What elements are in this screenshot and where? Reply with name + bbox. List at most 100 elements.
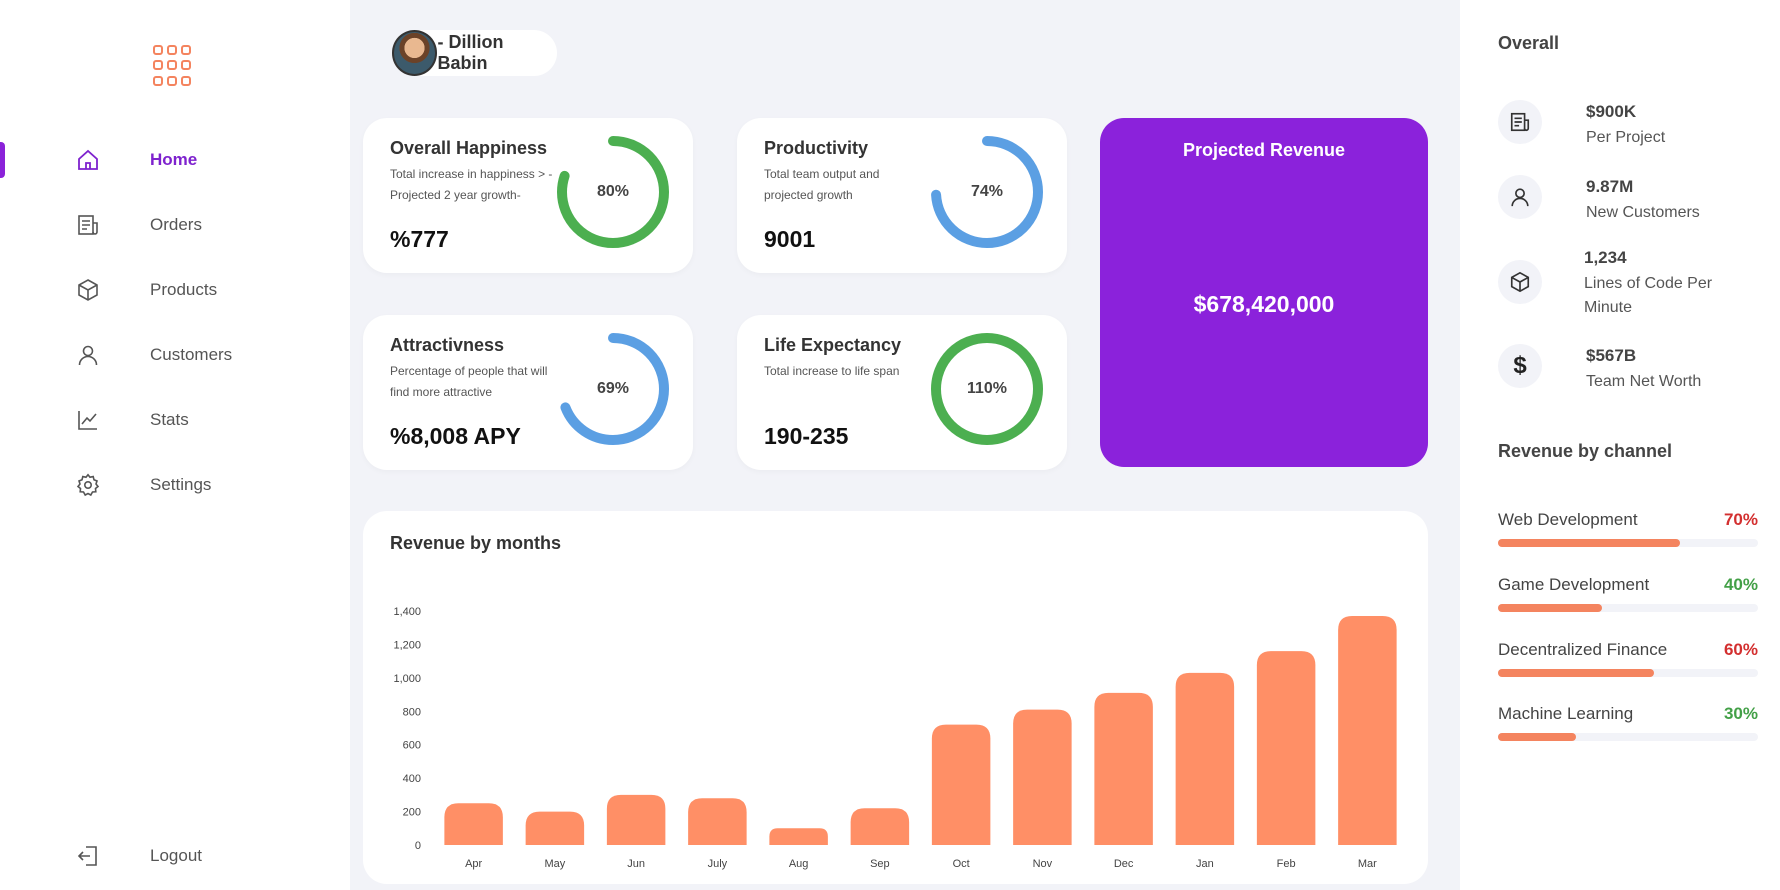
channel-progress-track [1498,669,1758,677]
sidebar-item-label: Customers [150,345,233,364]
channel-name: Game Development [1498,575,1650,594]
gear-icon [75,472,101,498]
stat-lines-of-code: 1,234 Lines of Code Per Minute [1498,248,1768,320]
revenue-bar-chart: 0 200 400 600 800 1,000 1,200 1,400 Apr May Jun Jul… [393,606,1397,870]
progress-ring: 74% [929,134,1045,250]
channel-percent: 40% [1723,575,1758,594]
channel-percent: 30% [1723,704,1758,723]
ring-percent-label: 74% [970,183,1004,200]
card-description: Total team output and projected growth [764,167,880,202]
x-tick-label: Apr [465,858,482,870]
app-grid-logo[interactable] [153,45,195,87]
bar-nov[interactable] [1013,709,1072,845]
receipt-icon [1498,100,1542,144]
card-value: %777 [390,226,449,252]
logout-button[interactable]: Logout [0,834,350,878]
x-tick-label: July [708,858,728,870]
bar-apr[interactable] [444,803,503,845]
active-indicator [0,142,5,178]
bar-feb[interactable] [1256,651,1316,845]
user-icon [75,342,101,368]
bar-jun[interactable] [606,794,666,845]
avatar [392,30,438,76]
sidebar-item-label: Products [150,280,218,299]
card-title: Productivity [764,138,869,158]
y-tick-label: 600 [403,740,421,752]
card-description: Total increase in happiness > - Projecte… [390,167,553,202]
ring-percent-label: 69% [596,380,630,397]
x-tick-label: Aug [789,858,809,870]
dollar-icon: $ [1498,344,1542,388]
progress-ring: 110% [929,331,1045,447]
sidebar-item-customers[interactable]: Customers [0,333,350,377]
x-tick-label: Jun [627,858,645,870]
stat-label: Per Project [1586,129,1666,146]
x-tick-label: Jan [1196,858,1214,870]
box-icon [1498,260,1542,304]
bar-may[interactable] [525,811,585,845]
progress-ring: 69% [555,331,671,447]
channel-name: Decentralized Finance [1498,640,1668,659]
y-tick-label: 1,400 [393,606,421,618]
y-tick-label: 400 [403,773,421,785]
stat-per-project: $900K Per Project [1498,100,1768,150]
channel-progress-fill [1498,539,1680,547]
stat-value: 9.87M [1586,177,1634,196]
stat-label: Lines of Code Per Minute [1584,275,1713,316]
stat-team-net-worth: $ $567B Team Net Worth [1498,344,1768,394]
box-icon [75,277,101,303]
x-tick-label: Sep [870,858,890,870]
revenue-chart-card: Revenue by months 0 200 400 600 800 1,000 1,20… [363,511,1428,884]
card-value: 9001 [764,226,816,252]
card-overall-happiness: Overall Happiness Total increase in happ… [363,118,693,273]
card-value: 190-235 [764,423,849,449]
bar-aug[interactable] [769,828,828,845]
bar-mar[interactable] [1338,616,1397,845]
sidebar-item-label: Settings [150,475,212,494]
sidebar-item-settings[interactable]: Settings [0,463,350,507]
bar-dec[interactable] [1094,692,1153,845]
sidebar-item-label: Orders [150,215,202,234]
x-tick-label: May [544,858,565,870]
channel-progress-fill [1498,669,1654,677]
channel-name: Machine Learning [1498,704,1634,723]
channel-progress-track [1498,539,1758,547]
card-title: Overall Happiness [390,138,548,158]
x-tick-label: Dec [1114,858,1134,870]
chart-title: Revenue by months [390,533,562,553]
bar-oct[interactable] [931,724,991,845]
channel-decentralized-finance: Decentralized Finance 60% [1498,640,1758,680]
bar-jan[interactable] [1175,672,1235,845]
channel-web-development: Web Development 70% [1498,510,1758,550]
overall-heading: Overall [1498,33,1560,53]
bar-sep[interactable] [850,808,910,845]
stat-label: Team Net Worth [1586,373,1702,390]
x-tick-label: Oct [953,858,970,870]
channel-game-development: Game Development 40% [1498,575,1758,615]
channel-percent: 60% [1723,640,1758,659]
logout-icon [75,843,101,869]
receipt-icon [75,212,101,238]
sidebar-item-stats[interactable]: Stats [0,398,350,442]
projected-revenue-value: $678,420,000 [1193,291,1335,317]
card-description: Total increase to life span [764,364,900,378]
stat-label: New Customers [1586,204,1700,221]
projected-revenue-card: Projected Revenue $678,420,000 [1100,118,1428,467]
card-title: Attractivness [390,335,505,355]
chart-line-icon [75,407,101,433]
sidebar-item-orders[interactable]: Orders [0,203,350,247]
card-attractiveness: Attractivness Percentage of people that … [363,315,693,470]
card-description: Percentage of people that will find more… [390,364,548,399]
sidebar-item-home[interactable]: Home [0,138,350,182]
y-tick-label: 200 [403,807,421,819]
logout-label: Logout [150,846,202,865]
projected-revenue-title: Projected Revenue [1182,140,1346,160]
channel-progress-track [1498,604,1758,612]
ring-percent-label: 110% [966,380,1008,397]
user-chip[interactable]: - Dillion Babin [392,30,557,76]
x-tick-label: Nov [1033,858,1053,870]
main-content: - Dillion Babin Overall Happiness Total … [350,0,1460,890]
y-tick-label: 1,200 [393,639,421,651]
bar-july[interactable] [688,798,747,845]
sidebar-item-products[interactable]: Products [0,268,350,312]
